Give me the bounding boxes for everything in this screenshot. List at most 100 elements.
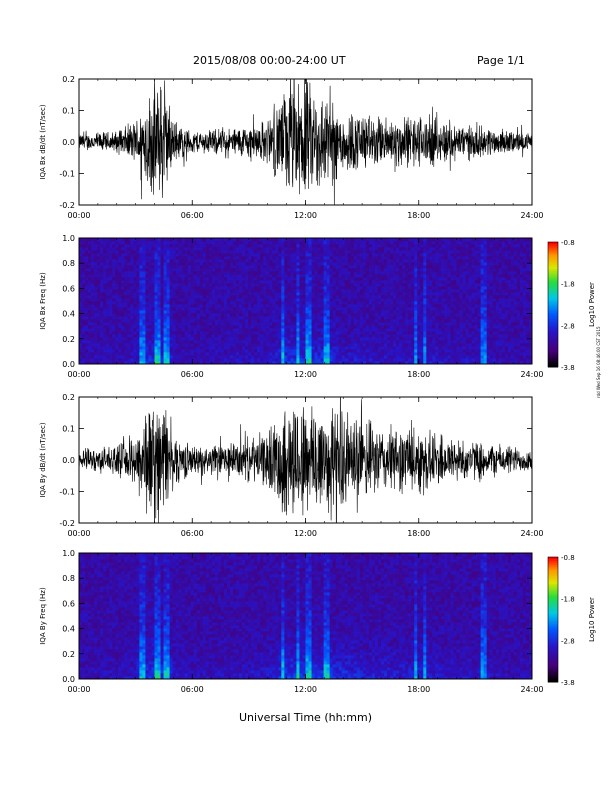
heatmap-cell — [287, 316, 291, 320]
heatmap-cell — [169, 277, 174, 281]
heatmap-cell — [118, 295, 122, 299]
heatmap-cell — [323, 262, 328, 266]
heatmap-cell — [205, 349, 210, 353]
heatmap-cell — [160, 331, 164, 335]
heatmap-cell — [347, 289, 352, 293]
heatmap-cell — [205, 334, 210, 338]
heatmap-cell — [157, 361, 161, 365]
heatmap-cell — [293, 301, 297, 305]
heatmap-cell — [335, 322, 340, 326]
heatmap-cell — [118, 331, 122, 335]
heatmap-cell — [106, 316, 110, 320]
heatmap-cell — [308, 268, 312, 272]
heatmap-cell — [332, 250, 337, 254]
heatmap-cell — [236, 328, 240, 332]
heatmap-cell — [320, 289, 325, 293]
heatmap-cell — [311, 346, 315, 350]
heatmap-cell — [151, 301, 155, 305]
heatmap-cell — [338, 355, 343, 359]
heatmap-cell — [338, 253, 343, 257]
heatmap-cell — [233, 265, 237, 269]
heatmap-cell — [390, 286, 394, 290]
heatmap-cell — [344, 280, 349, 284]
heatmap-cell — [299, 331, 303, 335]
heatmap-cell — [181, 268, 186, 272]
heatmap-cell — [368, 250, 373, 254]
heatmap-cell — [299, 265, 303, 269]
heatmap-cell — [350, 313, 355, 317]
heatmap-cell — [124, 304, 128, 308]
heatmap-cell — [242, 265, 246, 269]
heatmap-cell — [202, 337, 207, 341]
heatmap-cell — [202, 271, 207, 275]
heatmap-cell — [254, 265, 258, 269]
heatmap-cell — [211, 337, 216, 341]
heatmap-cell — [323, 283, 328, 287]
heatmap-cell — [254, 298, 258, 302]
heatmap-cell — [205, 319, 210, 323]
heatmap-cell — [396, 313, 400, 317]
heatmap-cell — [377, 346, 382, 350]
heatmap-cell — [142, 361, 146, 365]
heatmap-cell — [284, 247, 288, 251]
heatmap-cell — [365, 289, 370, 293]
heatmap-cell — [208, 274, 213, 278]
heatmap-cell — [399, 328, 403, 332]
heatmap-cell — [381, 313, 385, 317]
heatmap-cell — [374, 283, 379, 287]
heatmap-cell — [245, 238, 249, 242]
heatmap-cell — [341, 271, 346, 275]
heatmap-cell — [377, 334, 382, 338]
heatmap-cell — [91, 310, 95, 314]
heatmap-cell — [139, 292, 143, 296]
heatmap-cell — [311, 280, 315, 284]
heatmap-cell — [236, 331, 240, 335]
heatmap-cell — [175, 322, 180, 326]
heatmap-cell — [199, 250, 204, 254]
heatmap-cell — [199, 244, 204, 248]
heatmap-cell — [193, 334, 198, 338]
heatmap-cell — [365, 238, 370, 242]
heatmap-cell — [208, 271, 213, 275]
heatmap-cell — [112, 307, 116, 311]
heatmap-cell — [362, 325, 367, 329]
heatmap-cell — [175, 283, 180, 287]
heatmap-cell — [142, 277, 146, 281]
heatmap-cell — [414, 355, 418, 359]
heatmap-cell — [142, 295, 146, 299]
heatmap-cell — [91, 283, 95, 287]
heatmap-cell — [115, 325, 119, 329]
heatmap-cell — [420, 343, 424, 347]
heatmap-cell — [91, 289, 95, 293]
heatmap-cell — [257, 289, 261, 293]
heatmap-cell — [169, 358, 174, 362]
heatmap-cell — [91, 358, 95, 362]
heatmap-cell — [217, 274, 222, 278]
heatmap-cell — [338, 349, 343, 353]
heatmap-cell — [396, 325, 400, 329]
heatmap-cell — [127, 313, 131, 317]
heatmap-cell — [208, 325, 213, 329]
heatmap-cell — [199, 301, 204, 305]
heatmap-cell — [242, 298, 246, 302]
heatmap-cell — [115, 313, 119, 317]
heatmap-cell — [223, 328, 228, 332]
heatmap-cell — [242, 331, 246, 335]
heatmap-cell — [374, 343, 379, 347]
heatmap-cell — [275, 256, 279, 260]
heatmap-cell — [402, 259, 406, 263]
heatmap-cell — [163, 319, 167, 323]
heatmap-cell — [166, 337, 170, 341]
heatmap-cell — [106, 301, 110, 305]
heatmap-cell — [133, 268, 137, 272]
heatmap-cell — [220, 265, 225, 269]
heatmap-cell — [248, 277, 252, 281]
heatmap-cell — [163, 298, 167, 302]
heatmap-cell — [233, 334, 237, 338]
heatmap-cell — [178, 325, 183, 329]
heatmap-cell — [356, 340, 361, 344]
heatmap-cell — [236, 322, 240, 326]
heatmap-cell — [302, 256, 306, 260]
heatmap-cell — [109, 352, 113, 356]
heatmap-cell — [371, 298, 376, 302]
